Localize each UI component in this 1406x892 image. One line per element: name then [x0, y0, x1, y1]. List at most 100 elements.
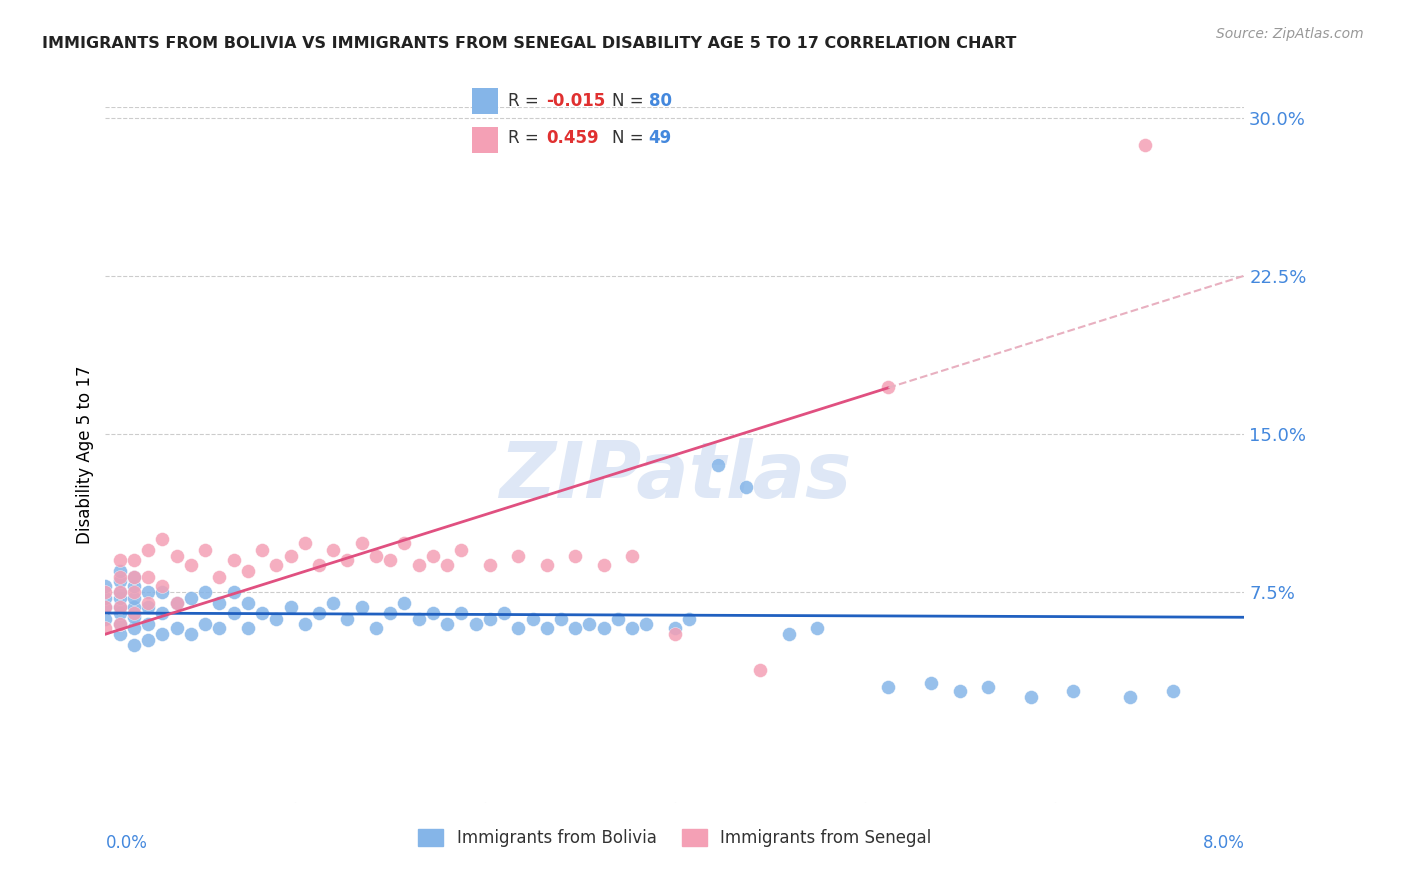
Point [108, 585, 131, 599]
Point [194, 542, 217, 557]
Point [122, 638, 145, 652]
Point [564, 549, 586, 563]
Point [350, 599, 373, 614]
Point [108, 627, 131, 641]
Point [152, 579, 174, 593]
Point [136, 570, 159, 584]
Point [636, 616, 658, 631]
Point [294, 616, 316, 631]
Point [1161, 684, 1184, 698]
Text: 0.0%: 0.0% [105, 834, 148, 852]
Point [322, 595, 344, 609]
Point [136, 595, 159, 609]
Point [621, 549, 644, 563]
Point [122, 579, 145, 593]
Point [108, 606, 131, 620]
Point [250, 542, 273, 557]
Point [408, 612, 430, 626]
Point [94, 599, 117, 614]
Text: 0.459: 0.459 [546, 129, 599, 147]
Point [350, 536, 373, 550]
Point [378, 553, 402, 567]
Point [122, 553, 145, 567]
Text: IMMIGRANTS FROM BOLIVIA VS IMMIGRANTS FROM SENEGAL DISABILITY AGE 5 TO 17 CORREL: IMMIGRANTS FROM BOLIVIA VS IMMIGRANTS FR… [42, 36, 1017, 51]
Text: N =: N = [612, 129, 650, 147]
Point [977, 680, 1000, 694]
Point [108, 599, 131, 614]
Point [778, 627, 800, 641]
Point [250, 606, 273, 620]
Point [877, 680, 900, 694]
Point [208, 621, 231, 635]
Point [122, 570, 145, 584]
Point [678, 612, 700, 626]
Point [336, 553, 359, 567]
Text: R =: R = [508, 92, 544, 110]
Point [122, 621, 145, 635]
Point [180, 558, 202, 572]
Point [194, 616, 217, 631]
Text: N =: N = [612, 92, 650, 110]
Point [94, 612, 117, 626]
Point [152, 606, 174, 620]
Point [94, 599, 117, 614]
Point [236, 621, 259, 635]
Point [122, 585, 145, 599]
Text: Source: ZipAtlas.com: Source: ZipAtlas.com [1216, 27, 1364, 41]
Point [108, 553, 131, 567]
Point [920, 675, 942, 690]
Point [294, 536, 316, 550]
Point [108, 591, 131, 606]
Text: -0.015: -0.015 [546, 92, 605, 110]
Point [536, 558, 558, 572]
Point [136, 633, 159, 648]
FancyBboxPatch shape [472, 88, 498, 114]
Point [492, 606, 515, 620]
Point [94, 579, 117, 593]
Point [1063, 684, 1085, 698]
Point [308, 558, 330, 572]
Point [122, 599, 145, 614]
Text: 80: 80 [648, 92, 672, 110]
Point [536, 621, 558, 635]
Point [394, 536, 416, 550]
Point [364, 621, 387, 635]
Point [394, 595, 416, 609]
Point [578, 616, 600, 631]
Point [735, 479, 758, 493]
Point [94, 621, 117, 635]
Point [108, 574, 131, 589]
Point [664, 627, 686, 641]
Point [806, 621, 828, 635]
Point [749, 663, 772, 677]
Point [564, 621, 586, 635]
Point [422, 549, 444, 563]
Point [108, 599, 131, 614]
Text: ZIPatlas: ZIPatlas [499, 438, 851, 514]
Point [152, 585, 174, 599]
Point [592, 621, 614, 635]
Point [222, 553, 245, 567]
Point [450, 606, 472, 620]
Point [180, 627, 202, 641]
Text: R =: R = [508, 129, 544, 147]
Point [236, 595, 259, 609]
FancyBboxPatch shape [472, 127, 498, 153]
Point [122, 610, 145, 624]
Point [436, 558, 458, 572]
Point [450, 542, 472, 557]
Point [280, 549, 302, 563]
Point [664, 621, 686, 635]
Point [264, 612, 288, 626]
Point [108, 616, 131, 631]
Point [948, 684, 970, 698]
Point [606, 612, 628, 626]
Point [464, 616, 486, 631]
Point [94, 591, 117, 606]
Point [136, 616, 159, 631]
Point [208, 570, 231, 584]
Point [136, 599, 159, 614]
Point [336, 612, 359, 626]
Point [166, 595, 188, 609]
Point [592, 558, 614, 572]
